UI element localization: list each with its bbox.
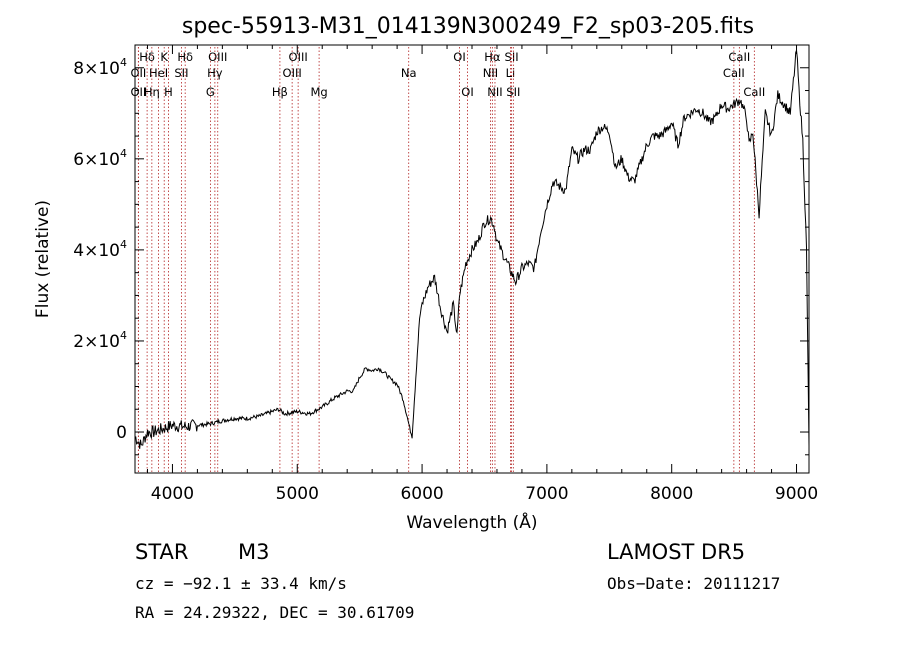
x-tick-label: 4000 bbox=[151, 484, 194, 504]
spectral-line-label: OII bbox=[130, 85, 146, 99]
spectral-line-label: OIII bbox=[283, 66, 302, 80]
y-axis: 0 2×104 4×104 6×104 8×104 bbox=[73, 44, 809, 456]
spectral-line-label: SII bbox=[174, 66, 188, 80]
spectral-line-label: OIII bbox=[208, 50, 227, 64]
star-subclass: M3 bbox=[238, 540, 270, 564]
spectral-line-label: OIII bbox=[289, 50, 308, 64]
star-class: STAR bbox=[135, 540, 189, 564]
spectral-line-label: Hγ bbox=[207, 66, 223, 80]
spectral-line-label: CaII bbox=[723, 66, 745, 80]
spectral-line-label: Hη bbox=[144, 85, 160, 99]
spectral-line-label: K bbox=[160, 50, 168, 64]
y-tick-label: 0 bbox=[116, 423, 127, 443]
spectral-line-label: OI bbox=[461, 85, 473, 99]
observation-date: Obs−Date: 20111217 bbox=[607, 574, 781, 593]
spectral-line-label: SII bbox=[506, 85, 520, 99]
x-tick-label: 7000 bbox=[525, 484, 568, 504]
spectral-line-label: HeI bbox=[149, 66, 168, 80]
spectral-line-label: Hα bbox=[484, 50, 501, 64]
x-axis: 4000 5000 6000 7000 8000 9000 bbox=[146, 45, 818, 504]
spectral-line-label: Hβ bbox=[272, 85, 288, 99]
coordinates: RA = 24.29322, DEC = 30.61709 bbox=[135, 603, 415, 622]
spectral-line-label: NII bbox=[487, 85, 502, 99]
spectral-line-label: Hδ bbox=[139, 50, 155, 64]
spectral-line-label: Na bbox=[401, 66, 417, 80]
y-tick-label: 4×104 bbox=[73, 238, 127, 261]
redshift-cz: cz = −92.1 ± 33.4 km/s bbox=[135, 574, 347, 593]
x-tick-label: 6000 bbox=[400, 484, 443, 504]
spectral-line-label: H bbox=[164, 85, 173, 99]
survey-name: LAMOST DR5 bbox=[607, 540, 746, 564]
y-tick-label: 6×104 bbox=[73, 147, 127, 170]
spectral-line-label: CaII bbox=[728, 50, 750, 64]
spectral-line-label: G bbox=[206, 85, 215, 99]
x-tick-label: 8000 bbox=[650, 484, 693, 504]
spectral-line-label: CaII bbox=[743, 85, 765, 99]
spectral-line-label: OI bbox=[453, 50, 465, 64]
y-axis-label: Flux (relative) bbox=[33, 200, 53, 318]
chart-title: spec-55913-M31_014139N300249_F2_sp03-205… bbox=[182, 14, 754, 39]
spectral-line-label: SII bbox=[505, 50, 519, 64]
x-axis-label: Wavelength (Å) bbox=[406, 511, 537, 533]
spectrum-line bbox=[134, 50, 810, 449]
spectral-line-label: Hδ bbox=[177, 50, 193, 64]
y-tick-label: 8×104 bbox=[73, 56, 127, 79]
y-tick-label: 2×104 bbox=[73, 329, 127, 352]
spectral-line-label: Li bbox=[506, 66, 516, 80]
x-tick-label: 9000 bbox=[775, 484, 818, 504]
spectral-line-label: NII bbox=[483, 66, 498, 80]
spectral-line-label: Mg bbox=[310, 85, 327, 99]
plot-frame bbox=[134, 44, 810, 474]
x-tick-label: 5000 bbox=[276, 484, 319, 504]
